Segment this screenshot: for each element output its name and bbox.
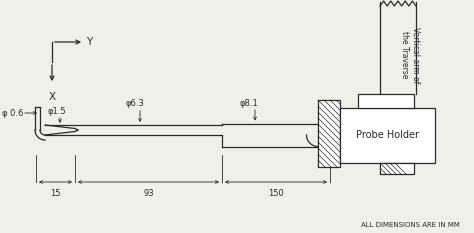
Text: Vertical arm of
the Traverse: Vertical arm of the Traverse xyxy=(401,27,419,83)
Text: Probe Holder: Probe Holder xyxy=(356,130,419,140)
Bar xyxy=(358,94,414,108)
Text: φ6.3: φ6.3 xyxy=(126,99,145,109)
Text: φ1.5: φ1.5 xyxy=(48,107,67,116)
Text: 93: 93 xyxy=(143,189,154,198)
Text: φ 0.6: φ 0.6 xyxy=(2,109,23,117)
Text: X: X xyxy=(48,92,55,102)
Text: Y: Y xyxy=(86,37,92,47)
Text: φ8.1: φ8.1 xyxy=(240,99,259,107)
Text: ALL DIMENSIONS ARE IN MM: ALL DIMENSIONS ARE IN MM xyxy=(361,222,460,228)
Text: 15: 15 xyxy=(50,189,61,198)
Text: 150: 150 xyxy=(268,189,284,198)
Bar xyxy=(340,108,435,163)
Bar xyxy=(318,100,340,167)
Bar xyxy=(380,163,414,174)
